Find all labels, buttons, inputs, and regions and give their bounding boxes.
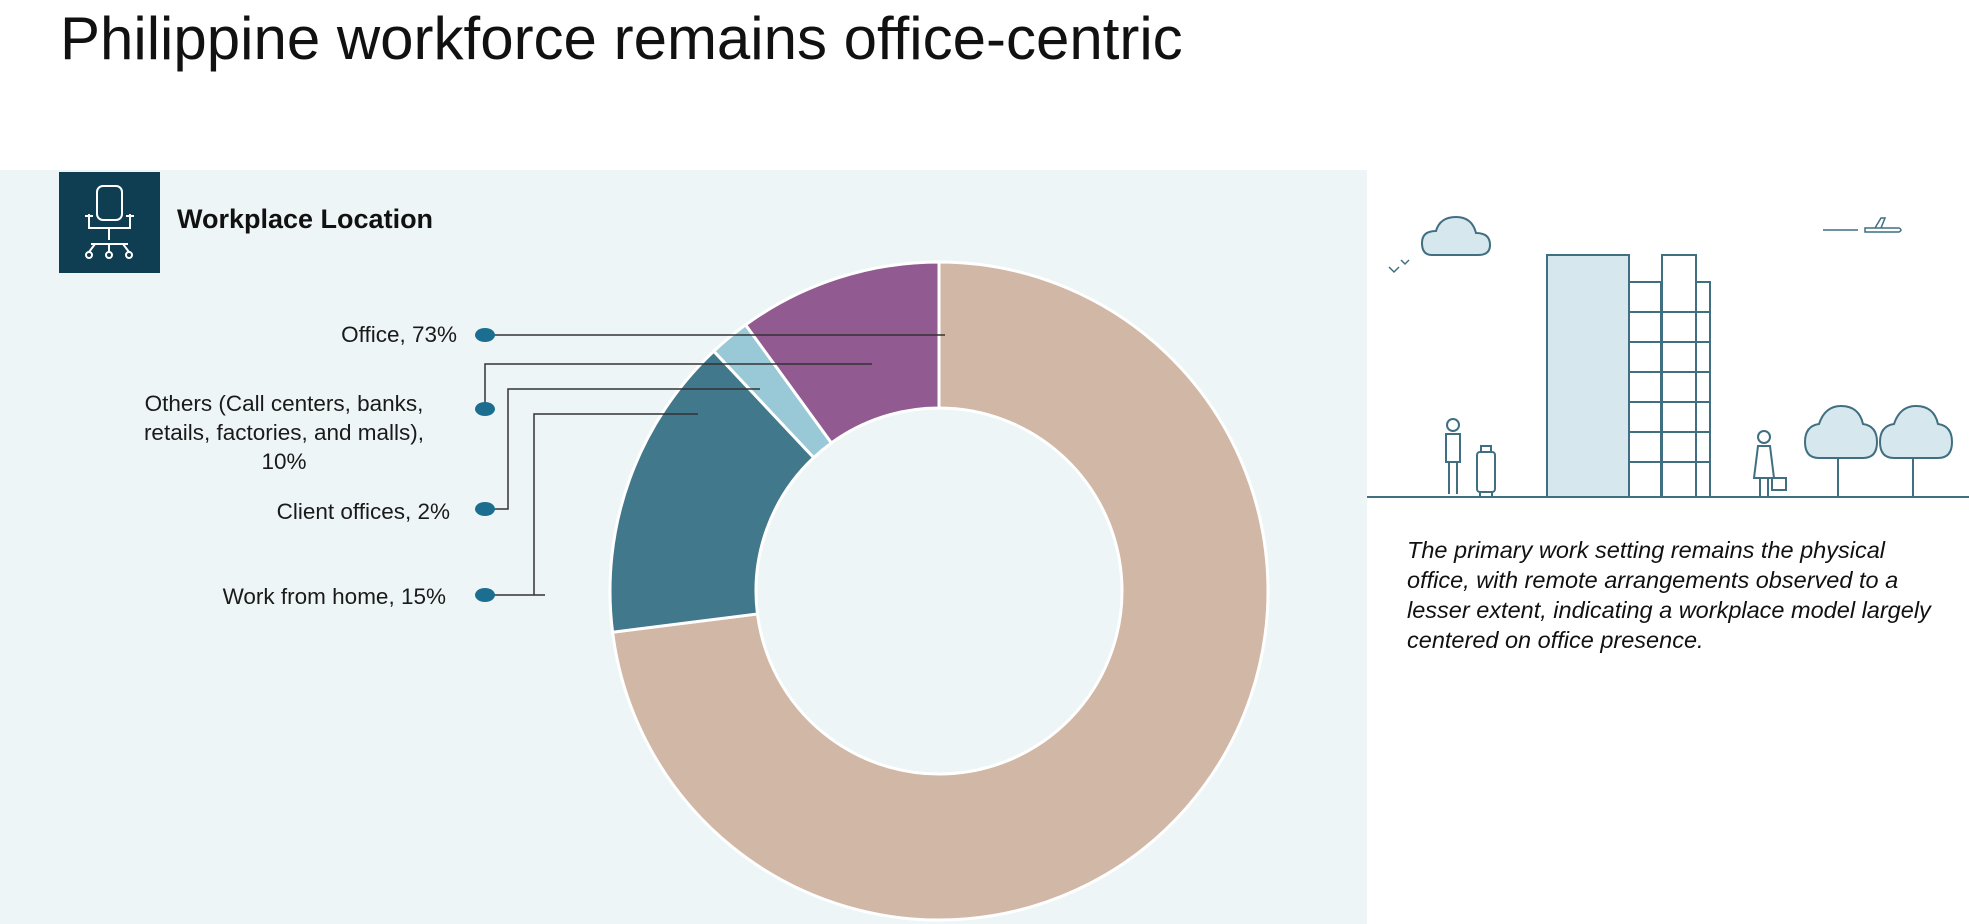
marker-others	[475, 402, 495, 416]
donut-slice-office	[610, 260, 1270, 922]
donut-slice-others	[743, 260, 941, 446]
chart-panel: Workplace Location Office, 73% Others (C…	[0, 170, 1367, 924]
office-building-illustration	[1367, 190, 1969, 510]
leader-others	[484, 363, 872, 409]
leader-client	[485, 388, 760, 510]
label-others: Others (Call centers, banks, retails, fa…	[114, 389, 454, 476]
donut-slice-work-from-home	[608, 349, 816, 634]
leader-wfh	[485, 413, 698, 596]
marker-client	[475, 502, 495, 516]
summary-text: The primary work setting remains the phy…	[1407, 537, 1931, 653]
label-office: Office, 73%	[341, 322, 457, 347]
label-others-line-2: retails, factories, and malls),	[143, 420, 425, 445]
donut-chart	[475, 260, 1270, 922]
label-others-line-1: Others (Call centers, banks,	[144, 391, 424, 416]
panel-title: Workplace Location	[177, 204, 434, 234]
office-chair-icon	[59, 172, 160, 273]
marker-office	[475, 328, 495, 342]
label-client-offices: Client offices, 2%	[276, 499, 450, 524]
page-title: Philippine workforce remains office-cent…	[60, 5, 1183, 72]
marker-wfh	[475, 588, 495, 602]
label-work-from-home: Work from home, 15%	[222, 584, 446, 609]
label-others-line-3: 10%	[261, 449, 307, 474]
